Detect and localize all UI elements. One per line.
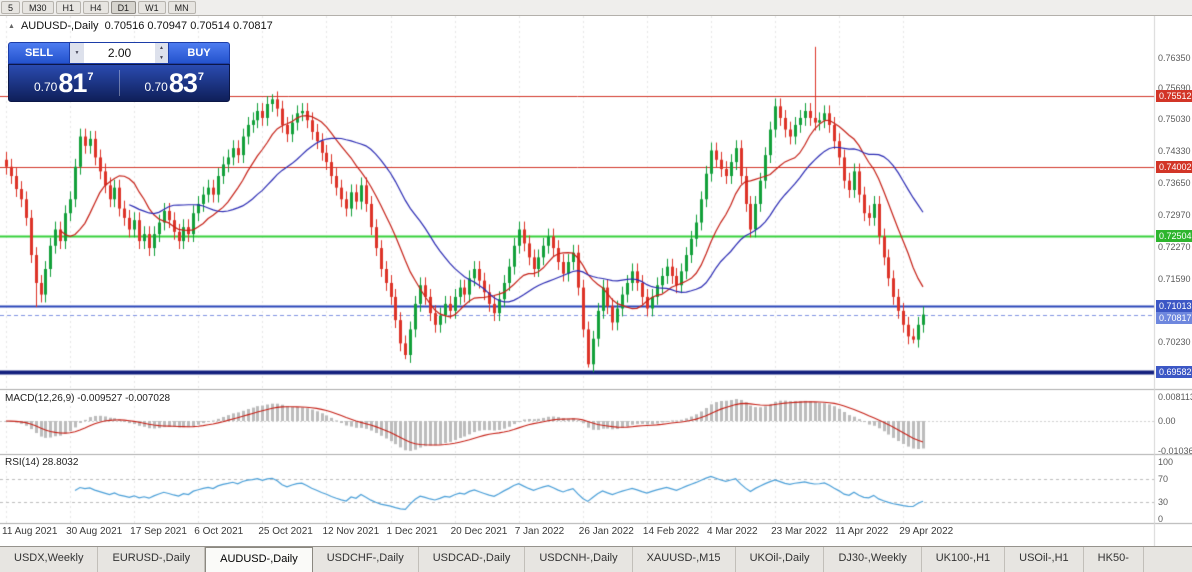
buy-price-prefix: 0.70 <box>144 79 168 94</box>
panel-collapse-icon[interactable]: ▲ <box>8 22 15 30</box>
chart-tab-audusd-daily[interactable]: AUDUSD-,Daily <box>205 547 313 572</box>
timeframe-button-m30[interactable]: M30 <box>22 1 54 14</box>
timeframe-button-5[interactable]: 5 <box>1 1 21 14</box>
rsi-indicator-label: RSI(14) 28.8032 <box>5 457 79 468</box>
lot-dropdown-icon[interactable]: ▼ <box>70 43 84 63</box>
lot-size-control: ▼ ▲ ▼ <box>70 42 168 64</box>
chart-tab-uk100-h1[interactable]: UK100-,H1 <box>921 547 1006 572</box>
trade-controls-row: SELL ▼ ▲ ▼ BUY <box>8 42 230 64</box>
sell-price-point: 7 <box>87 71 94 83</box>
price-divider <box>118 70 120 96</box>
chart-ohlc-values: 0.70516 0.70947 0.70514 0.70817 <box>104 20 273 32</box>
buy-button[interactable]: BUY <box>168 42 230 64</box>
lot-decrease-button[interactable]: ▼ <box>155 53 168 63</box>
chart-tab-usoil-h1[interactable]: USOil-,H1 <box>1005 547 1084 572</box>
chart-tab-dj30-weekly[interactable]: DJ30-,Weekly <box>824 547 922 572</box>
buy-price-pips: 83 <box>168 67 198 98</box>
sell-button[interactable]: SELL <box>8 42 70 64</box>
chart-tab-usdchf-daily[interactable]: USDCHF-,Daily <box>312 547 419 572</box>
timeframe-button-w1[interactable]: W1 <box>138 1 166 14</box>
chart-tab-xauusd-m15[interactable]: XAUUSD-,M15 <box>632 547 736 572</box>
chart-symbol-period: AUDUSD-,Daily <box>20 20 99 32</box>
lot-size-input[interactable] <box>84 43 155 63</box>
lot-spinner: ▲ ▼ <box>155 43 168 63</box>
lot-increase-button[interactable]: ▲ <box>155 43 168 53</box>
sell-price-prefix: 0.70 <box>33 79 58 94</box>
chart-tab-usdcad-daily[interactable]: USDCAD-,Daily <box>418 547 526 572</box>
timeframe-button-h4[interactable]: H4 <box>83 1 109 14</box>
chart-title: ▲ AUDUSD-,Daily 0.70516 0.70947 0.70514 … <box>8 20 273 32</box>
timeframe-button-mn[interactable]: MN <box>167 1 196 14</box>
macd-indicator-label: MACD(12,26,9) -0.009527 -0.007028 <box>5 393 171 404</box>
buy-price-display[interactable]: 0.70 83 7 <box>120 65 230 101</box>
one-click-trading-panel: SELL ▼ ▲ ▼ BUY 0.70 81 7 <box>8 42 230 102</box>
chart-tab-ukoil-daily[interactable]: UKOil-,Daily <box>735 547 825 572</box>
chart-canvas[interactable] <box>0 16 1192 546</box>
chart-tabbar: USDX,Weekly EURUSD-,Daily AUDUSD-,Daily USD… <box>0 546 1192 572</box>
chart-tab-usdx-weekly[interactable]: USDX,Weekly <box>0 547 99 572</box>
timeframe-button-d1[interactable]: D1 <box>110 1 137 14</box>
chart-area: 0.76350 0.75690 0.75030 0.74330 0.73650 0.729… <box>0 16 1192 546</box>
timeframe-toolbar: 5 M30 H1 H4 D1 W1 MN <box>0 0 1192 16</box>
chart-tab-hk50-[interactable]: HK50- <box>1083 547 1144 572</box>
trade-prices-row: 0.70 81 7 0.70 83 7 <box>8 64 230 102</box>
sell-price-display[interactable]: 0.70 81 7 <box>9 65 119 101</box>
chart-tab-eurusd-daily[interactable]: EURUSD-,Daily <box>98 547 206 572</box>
chart-tab-usdcnh-daily[interactable]: USDCNH-,Daily <box>525 547 633 572</box>
timeframe-button-h1[interactable]: H1 <box>55 1 82 14</box>
sell-price-pips: 81 <box>58 67 87 98</box>
buy-price-point: 7 <box>197 71 205 83</box>
